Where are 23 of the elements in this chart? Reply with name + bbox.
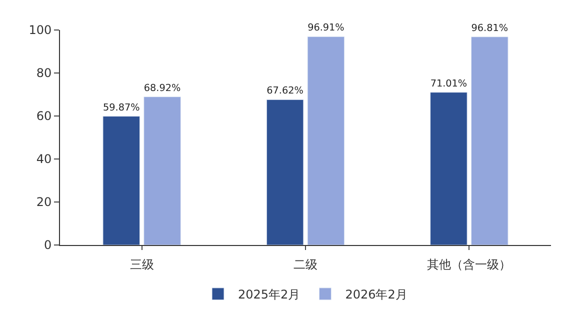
legend-label: 2025年2月 <box>238 288 300 302</box>
y-tick-label: 60 <box>36 109 52 124</box>
bar <box>470 36 508 245</box>
y-tick-label: 100 <box>28 23 52 38</box>
bar <box>144 96 181 245</box>
data-label: 96.91% <box>308 22 344 34</box>
x-tick-label: 三级 <box>130 257 154 272</box>
y-tick-label: 80 <box>36 66 52 80</box>
x-tick-label: 二级 <box>294 257 318 272</box>
bar <box>102 116 140 245</box>
data-label: 68.92% <box>144 82 181 94</box>
bar <box>266 99 304 245</box>
y-tick-label: 20 <box>36 195 52 210</box>
y-tick-label: 0 <box>44 238 52 252</box>
x-tick-label: 其他（含一级） <box>427 257 512 272</box>
y-tick-label: 40 <box>36 152 52 166</box>
data-label: 59.87% <box>102 102 140 114</box>
data-label: 96.81% <box>471 22 508 34</box>
data-label: 67.62% <box>266 86 304 97</box>
legend-label: 2026年2月 <box>345 288 408 302</box>
bar <box>307 36 345 245</box>
data-label: 71.01% <box>430 78 468 90</box>
bar <box>430 92 468 245</box>
